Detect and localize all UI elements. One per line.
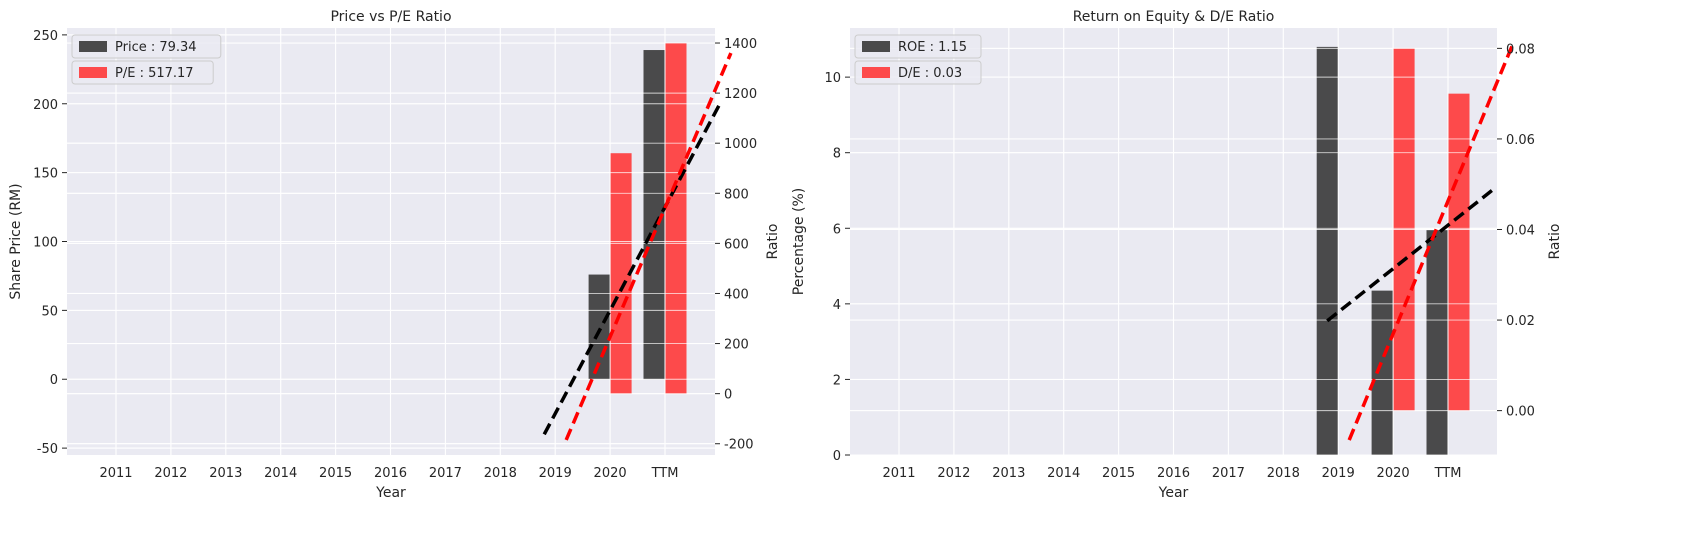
x-tick-label: TTM (1434, 466, 1462, 481)
bar (643, 50, 665, 380)
x-tick-label: 2017 (429, 466, 462, 481)
x-tick-label: 2015 (1102, 466, 1135, 481)
bar (1316, 46, 1338, 456)
y2-tick-label: 1000 (724, 137, 757, 152)
x-tick-label: 2016 (1157, 466, 1190, 481)
x-tick-label: 2012 (154, 466, 187, 481)
y-tick-label: -50 (37, 442, 58, 457)
y-tick-label: 200 (33, 98, 58, 113)
y-tick-label: 250 (33, 29, 58, 44)
y2-tick-label: -200 (724, 438, 754, 453)
y2-axis-label: Ratio (765, 224, 781, 260)
x-tick-label: 2017 (1212, 466, 1245, 481)
y-axis-label: Percentage (%) (791, 188, 807, 295)
x-axis-label: Year (375, 485, 406, 501)
legend-box (71, 60, 214, 85)
x-tick-label: 2020 (594, 466, 627, 481)
legend-swatch (862, 41, 890, 52)
bar (1448, 93, 1470, 411)
trend-line (564, 52, 733, 441)
chart-title: Price vs P/E Ratio (330, 9, 451, 25)
legend-swatch (79, 67, 107, 78)
y2-axis-label: Ratio (1547, 224, 1563, 260)
legend-swatch (862, 67, 890, 78)
y-tick-label: 50 (41, 304, 58, 319)
y2-tick-label: 0.04 (1506, 224, 1535, 239)
legend-label: D/E : 0.03 (898, 66, 962, 81)
chart-1: Price vs P/E Ratio 2011 2012 2013 2014 2015 20… (8, 9, 781, 501)
y2-tick-label: 0.06 (1506, 133, 1535, 148)
legend-entry: Price : 79.34 (71, 34, 222, 59)
y-tick-label: 100 (33, 236, 58, 251)
x-tick-label: 2011 (882, 466, 915, 481)
legend-swatch (79, 41, 107, 52)
y-tick-label: 6 (833, 222, 841, 237)
y2-tick-label: 0.00 (1506, 405, 1535, 420)
y-tick-label: 10 (824, 71, 841, 86)
y2-tick-label: 0.02 (1506, 314, 1535, 329)
y2-tick-label: 600 (724, 237, 749, 252)
x-tick-label: 2019 (539, 466, 572, 481)
y2-tick-label: 0.08 (1506, 42, 1535, 57)
legend-entry: P/E : 517.17 (71, 60, 214, 85)
x-tick-label: TTM (651, 466, 679, 481)
trend-line (542, 102, 722, 436)
y-tick-label: 0 (50, 373, 58, 388)
y-tick-label: 4 (833, 298, 841, 313)
y-axis-label: Share Price (RM) (8, 183, 24, 299)
bar (1426, 230, 1448, 455)
x-tick-label: 2019 (1322, 466, 1355, 481)
legend-box (854, 34, 982, 59)
x-tick-label: 2013 (992, 466, 1025, 481)
legend-entry: ROE : 1.15 (854, 34, 982, 59)
x-tick-label: 2013 (209, 466, 242, 481)
x-tick-label: 2018 (1267, 466, 1300, 481)
x-tick-label: 2016 (374, 466, 407, 481)
bar (610, 153, 632, 394)
y2-tick-label: 400 (724, 287, 749, 302)
x-tick-label: 2014 (1047, 466, 1080, 481)
legend-box (71, 34, 222, 59)
bar (665, 43, 687, 394)
y-tick-label: 150 (33, 167, 58, 182)
x-tick-label: 2018 (484, 466, 517, 481)
x-tick-label: 2012 (937, 466, 970, 481)
bar (1371, 290, 1393, 455)
x-tick-label: 2011 (99, 466, 132, 481)
x-axis-label: Year (1158, 485, 1189, 501)
x-tick-label: 2014 (264, 466, 297, 481)
y2-tick-label: 0 (724, 388, 732, 403)
y-tick-label: 8 (833, 147, 841, 162)
legend-label: Price : 79.34 (115, 40, 197, 55)
chart-title: Return on Equity & D/E Ratio (1073, 9, 1275, 25)
y2-tick-label: 1200 (724, 87, 757, 102)
y-tick-label: 2 (833, 373, 841, 388)
y2-tick-label: 200 (724, 338, 749, 353)
legend-box (854, 60, 982, 85)
y-tick-label: 0 (833, 449, 841, 464)
y2-tick-label: 1400 (724, 37, 757, 52)
x-tick-label: 2015 (319, 466, 352, 481)
chart-2: Return on Equity & D/E Ratio 2011 2012 2013… (791, 9, 1563, 501)
legend-label: P/E : 517.17 (115, 66, 194, 81)
legend-label: ROE : 1.15 (898, 40, 967, 55)
x-tick-label: 2020 (1377, 466, 1410, 481)
y2-tick-label: 800 (724, 187, 749, 202)
legend-entry: D/E : 0.03 (854, 60, 982, 85)
